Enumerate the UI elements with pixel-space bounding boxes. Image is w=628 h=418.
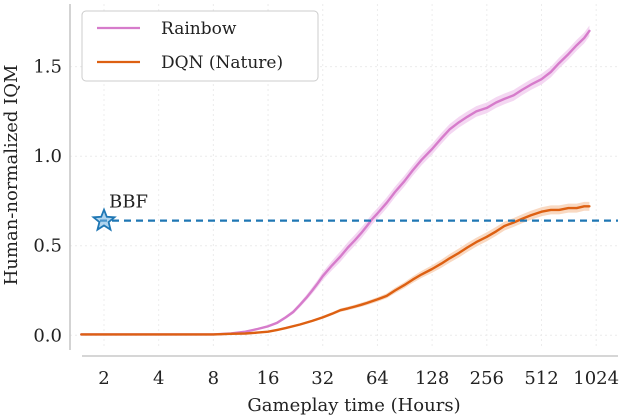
x-tick-label-1: 4 <box>153 368 164 389</box>
y-tick-label-2: 1.0 <box>33 146 62 167</box>
y-tick-label-3: 1.5 <box>33 57 62 78</box>
x-tick-label-0: 2 <box>98 368 109 389</box>
ticks: 2 4 8 16 32 64 128 256 512 1024 0.0 0.5 1.0 1.5 <box>33 57 619 389</box>
y-tick-label-1: 0.5 <box>33 236 62 257</box>
series-line-0 <box>80 29 591 336</box>
bbf-annotation-label: BBF <box>109 192 148 213</box>
reference-layer: BBF <box>91 192 618 232</box>
series-band-1 <box>81 201 590 335</box>
bbf-star-icon <box>91 207 117 232</box>
x-tick-label-2: 8 <box>208 368 219 389</box>
x-tick-label-8: 512 <box>524 368 558 389</box>
series-layer <box>80 25 591 336</box>
x-tick-label-3: 16 <box>257 368 280 389</box>
axes <box>69 4 618 357</box>
x-axis-title: Gameplay time (Hours) <box>247 395 460 416</box>
legend-box <box>81 10 319 82</box>
y-tick-label-0: 0.0 <box>33 325 62 346</box>
legend-label-rainbow: Rainbow <box>161 19 237 39</box>
x-tick-label-9: 1024 <box>573 368 619 389</box>
y-axis-title: Human-normalized IQM <box>1 65 22 286</box>
legend: Rainbow DQN (Nature) <box>81 10 319 82</box>
x-tick-label-5: 64 <box>366 368 389 389</box>
series-line-1 <box>80 205 591 336</box>
legend-label-dqn: DQN (Nature) <box>161 53 283 73</box>
x-tick-label-6: 128 <box>415 368 449 389</box>
x-tick-label-7: 256 <box>470 368 504 389</box>
x-tick-label-4: 32 <box>311 368 334 389</box>
